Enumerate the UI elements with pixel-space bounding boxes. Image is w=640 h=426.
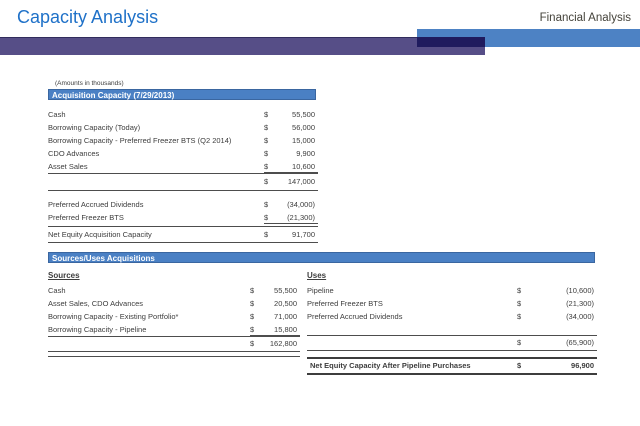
currency-symbol: $ [264,200,269,209]
net-equity-acquisition-row: Net Equity Acquisition Capacity $91,700 [48,226,318,243]
table-row: Borrowing Capacity - Pipeline $15,800 [48,323,300,336]
row-value: (34,000) [566,312,594,321]
currency-symbol: $ [517,299,522,308]
table-row: Preferred Accrued Dividends $ (34,000) [48,198,318,211]
row-label: Cash [48,110,66,119]
currency-symbol: $ [264,149,269,158]
net-value: 91,700 [292,230,315,239]
row-label: Borrowing Capacity (Today) [48,123,141,132]
currency-symbol: $ [264,177,269,186]
currency-symbol: $ [250,339,255,348]
table-row: Borrowing Capacity (Today) $56,000 [48,121,318,134]
section-header-acquisition-capacity: Acquisition Capacity (7/29/2013) [48,89,316,100]
currency-symbol: $ [264,123,269,132]
table-row: Borrowing Capacity - Existing Portfolio*… [48,310,300,323]
net-value: 96,900 [571,361,594,370]
row-value: 9,900 [296,149,315,158]
table-row: Pipeline $ (10,600) [307,284,597,297]
row-value: 56,000 [292,123,315,132]
currency-symbol: $ [250,286,255,295]
row-label: Asset Sales [48,162,88,171]
row-value: 15,000 [292,136,315,145]
currency-symbol: $ [264,110,269,119]
row-value: (21,300) [287,213,315,222]
row-value: (21,300) [566,299,594,308]
row-label [307,336,517,350]
table-row: Asset Sales, CDO Advances $20,500 [48,297,300,310]
row-label: Preferred Accrued Dividends [48,200,144,209]
table-row: Cash $55,500 [48,284,300,297]
sources-table: Cash $55,500 Asset Sales, CDO Advances $… [48,284,300,357]
row-value: 71,000 [274,312,297,321]
report-type-label: Financial Analysis [539,12,631,24]
row-label: Pipeline [307,286,334,295]
uses-column-title: Uses [307,271,327,280]
table-row: Borrowing Capacity - Preferred Freezer B… [48,134,318,147]
row-value: 10,600 [292,162,315,171]
uses-total-row: $ (65,900) [307,335,597,351]
currency-symbol: $ [264,213,269,222]
header-accent-bar-overlap [417,37,485,47]
table-row: Cash $55,500 [48,108,318,121]
subtotal-value: 147,000 [287,177,315,186]
row-value: (10,600) [566,286,594,295]
row-label: Cash [48,286,66,295]
currency-symbol: $ [264,230,269,239]
currency-symbol: $ [517,338,522,347]
currency-symbol: $ [250,325,255,334]
amounts-note: (Amounts in thousands) [55,80,124,87]
acquisition-capacity-table: Cash $55,500 Borrowing Capacity (Today) … [48,108,318,243]
row-label: Net Equity Capacity After Pipeline Purch… [310,361,471,370]
sources-total-value: 162,800 [269,339,297,348]
row-label: Borrowing Capacity - Preferred Freezer B… [48,136,232,145]
blank-row [307,323,597,335]
sources-total-row: $162,800 [48,336,300,352]
page-title: Capacity Analysis [17,7,159,27]
row-label: Borrowing Capacity - Pipeline [48,325,147,334]
row-label: Preferred Freezer BTS [307,299,383,308]
row-label: Preferred Accrued Dividends [307,312,403,321]
row-value: 55,500 [274,286,297,295]
currency-symbol: $ [250,299,255,308]
double-underline [48,352,300,357]
currency-symbol: $ [264,162,269,171]
table-row: Preferred Freezer BTS $ (21,300) [307,297,597,310]
currency-symbol: $ [517,361,522,370]
currency-symbol: $ [264,136,269,145]
row-label: Preferred Freezer BTS [48,213,124,222]
currency-symbol: $ [517,286,522,295]
net-equity-after-pipeline-row: Net Equity Capacity After Pipeline Purch… [307,357,597,375]
row-label: Asset Sales, CDO Advances [48,299,144,308]
row-value: 20,500 [274,299,297,308]
uses-table: Pipeline $ (10,600) Preferred Freezer BTS… [307,284,597,351]
section-header-sources-uses: Sources/Uses Acquisitions [48,252,595,263]
subtotal-row: $147,000 [48,173,318,191]
row-value: (34,000) [287,200,315,209]
header-accent-bar-purple [0,37,485,55]
table-row: Preferred Freezer BTS $ (21,300) [48,211,318,224]
currency-symbol: $ [250,312,255,321]
row-value: 15,800 [274,325,297,334]
table-row: Preferred Accrued Dividends $ (34,000) [307,310,597,323]
row-label: Net Equity Acquisition Capacity [48,230,152,239]
row-label [48,174,264,190]
currency-symbol: $ [517,312,522,321]
table-row: Asset Sales $10,600 [48,160,318,173]
row-label: Borrowing Capacity - Existing Portfolio* [48,312,179,321]
sources-column-title: Sources [48,271,80,280]
uses-total-value: (65,900) [566,338,594,347]
row-value: 55,500 [292,110,315,119]
row-label: CDO Advances [48,149,100,158]
table-row: CDO Advances $9,900 [48,147,318,160]
row-label [48,337,250,351]
